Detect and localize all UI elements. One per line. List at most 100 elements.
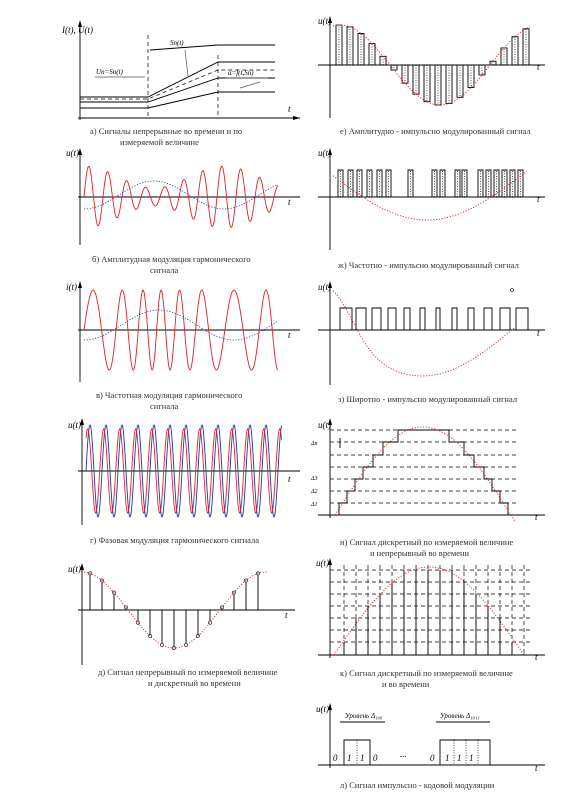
panel-f-caption-1: е) Амплитудно - импульсно модулированный… bbox=[340, 126, 532, 136]
panel-g-caption-1: ж) Частотно - импульсно модулированный с… bbox=[337, 260, 520, 270]
panel-j-ylabel: u(t) bbox=[316, 558, 329, 568]
panel-d-caption-1: г) Фазовая модуляция гармонического сигн… bbox=[90, 535, 259, 545]
panel-c-ylabel: i(t) bbox=[66, 282, 77, 292]
panel-f-ylabel: u(t) bbox=[318, 16, 331, 26]
sample-point-5 bbox=[148, 634, 152, 638]
pam-pulse-12 bbox=[467, 65, 475, 88]
pwm-pulse-3 bbox=[387, 307, 397, 330]
panel-j-xlabel: t bbox=[535, 652, 538, 662]
pam-pulse-13 bbox=[478, 65, 486, 76]
panel-c-xlabel: t bbox=[288, 330, 291, 340]
panel-a-label-left: Un=Sn(t) bbox=[96, 68, 124, 76]
panel-c: i(t) t в) Частотная модуляция гармоничес… bbox=[66, 281, 300, 411]
panel-k-ylabel: u(t) bbox=[316, 704, 329, 714]
panel-d-xlabel: t bbox=[288, 474, 291, 484]
pfm-pulse-12 bbox=[485, 169, 492, 197]
level-mark-n: Δn bbox=[310, 441, 318, 447]
panel-k-caption-1: л) Сигнал импульсно - кодовой модуляции bbox=[340, 780, 495, 790]
panel-j: u(t) t к) Сигнал дискретный по измеряемо… bbox=[316, 558, 545, 689]
pcm-bit-right-0: 0 bbox=[430, 753, 435, 763]
panel-a-label-mid: Sn(t) bbox=[170, 39, 184, 47]
pwm-end-marker bbox=[510, 288, 514, 292]
pfm-pulse-8 bbox=[439, 169, 446, 197]
pfm-pulse-15 bbox=[509, 169, 516, 197]
panel-h-xlabel: t bbox=[537, 328, 540, 338]
pam-pulse-17 bbox=[522, 28, 530, 65]
panel-b: u(t) t б) Амплитудная модуляция гармонич… bbox=[66, 148, 300, 275]
pm-reference-wave bbox=[85, 424, 283, 518]
panel-i-ylabel: u(t) bbox=[318, 420, 331, 430]
panel-k-xlabel: t bbox=[535, 763, 538, 773]
panel-a-xlabel: t bbox=[288, 104, 291, 114]
quantized-source-curve bbox=[334, 426, 516, 522]
pfm-pulse-13 bbox=[493, 169, 500, 197]
pwm-pulse-0 bbox=[339, 307, 353, 330]
panel-b-caption-1: б) Амплитудная модуляция гармонического bbox=[92, 254, 251, 264]
panel-i-xlabel: t bbox=[535, 512, 538, 522]
pcm-bit-left-2: 1 bbox=[360, 753, 365, 763]
pwm-pulse-6 bbox=[435, 307, 441, 330]
am-carrier-wave bbox=[83, 165, 279, 228]
level-mark-3: Δ3 bbox=[310, 476, 318, 482]
pwm-pulse-1 bbox=[355, 307, 367, 330]
panel-i: u(t) t Δn Δ3 Δ2 Δ1 и) Сигнал дискретный … bbox=[310, 418, 545, 558]
level-mark-1: Δ1 bbox=[310, 502, 318, 508]
panel-e-caption-2: и дискретный во времени bbox=[148, 678, 241, 688]
panel-h: u(t) t з) Широтно - импульсно модулирова… bbox=[318, 281, 545, 404]
pcm-bit-left-3: 0 bbox=[373, 753, 378, 763]
panel-g-ylabel: u(t) bbox=[318, 148, 331, 158]
panel-e-caption-1: д) Сигнал непрерывный по измеряемой вели… bbox=[98, 667, 278, 677]
panel-a-caption-1: a) Сигналы непрерывные во времени и по bbox=[90, 126, 242, 136]
pfm-pulse-7 bbox=[431, 169, 438, 197]
pwm-source-curve bbox=[332, 290, 516, 377]
panel-f-xlabel: t bbox=[537, 62, 540, 72]
panel-e: u(t) t д) Сигнал непрерывный по измеряем… bbox=[68, 563, 295, 688]
pcm-bit-left-0: 0 bbox=[333, 753, 338, 763]
pam-pulse-9 bbox=[434, 65, 442, 106]
fm-carrier-wave bbox=[83, 289, 279, 371]
panel-j-caption-1: к) Сигнал дискретный по измеряемой велич… bbox=[340, 668, 513, 678]
pfm-pulse-0 bbox=[337, 169, 344, 197]
discrete-source-curve bbox=[333, 566, 525, 656]
pfm-pulse-4 bbox=[376, 169, 383, 197]
panel-d: u(t) t г) Фазовая модуляция гармоническо… bbox=[68, 418, 300, 545]
pcm-level-right: Уровень Δ₁₀₁₁ bbox=[440, 712, 480, 720]
pwm-pulse-7 bbox=[451, 307, 458, 330]
pfm-pulse-2 bbox=[356, 169, 363, 197]
pam-pulse-8 bbox=[423, 65, 431, 103]
pam-pulse-2 bbox=[357, 32, 365, 65]
panel-a-caption-2: измеряемой величине bbox=[120, 137, 199, 147]
panel-j-caption-2: и во времени bbox=[382, 679, 430, 689]
pwm-pulse-2 bbox=[371, 307, 382, 330]
panel-k: u(t) t Уровень Δ₁₀₀ Уровень Δ₁₀₁₁ 0 1 1 … bbox=[316, 703, 545, 790]
pam-source-curve bbox=[332, 24, 531, 106]
pcm-bit-left-1: 1 bbox=[347, 753, 352, 763]
pwm-pulse-5 bbox=[419, 307, 426, 330]
pam-pulse-11 bbox=[456, 65, 464, 98]
pfm-pulse-16 bbox=[517, 169, 524, 197]
panel-c-caption-1: в) Частотная модуляция гармонического bbox=[96, 390, 242, 400]
pcm-bit-right-3: 1 bbox=[469, 753, 474, 763]
pam-pulse-4 bbox=[379, 55, 387, 65]
panel-g-xlabel: t bbox=[537, 194, 540, 204]
pam-pulse-7 bbox=[412, 65, 420, 95]
panel-b-caption-2: сигнала bbox=[150, 265, 178, 275]
pcm-level-left: Уровень Δ₁₀₀ bbox=[345, 712, 383, 720]
panel-g: u(t) t ж) Частотно - импульсно модулиров… bbox=[318, 148, 545, 270]
pm-modulated-wave bbox=[85, 428, 283, 514]
panel-b-ylabel: u(t) bbox=[66, 148, 79, 158]
pwm-pulse-8 bbox=[467, 307, 475, 330]
pfm-pulse-6 bbox=[407, 169, 414, 197]
panel-c-caption-2: сигнала bbox=[150, 401, 178, 411]
pfm-pulse-3 bbox=[366, 169, 373, 197]
panel-e-xlabel: t bbox=[285, 610, 288, 620]
pcm-bit-right-2: 1 bbox=[457, 753, 462, 763]
sampled-source-curve bbox=[83, 571, 269, 649]
pwm-pulse-4 bbox=[403, 307, 411, 330]
pfm-pulse-14 bbox=[501, 169, 508, 197]
panel-h-caption-1: з) Широтно - импульсно модулированный си… bbox=[338, 394, 518, 404]
panel-h-ylabel: u(t) bbox=[318, 282, 331, 292]
panel-i-caption-1: и) Сигнал дискретный по измеряемой велич… bbox=[340, 537, 513, 547]
fm-modulating-wave bbox=[83, 309, 279, 341]
